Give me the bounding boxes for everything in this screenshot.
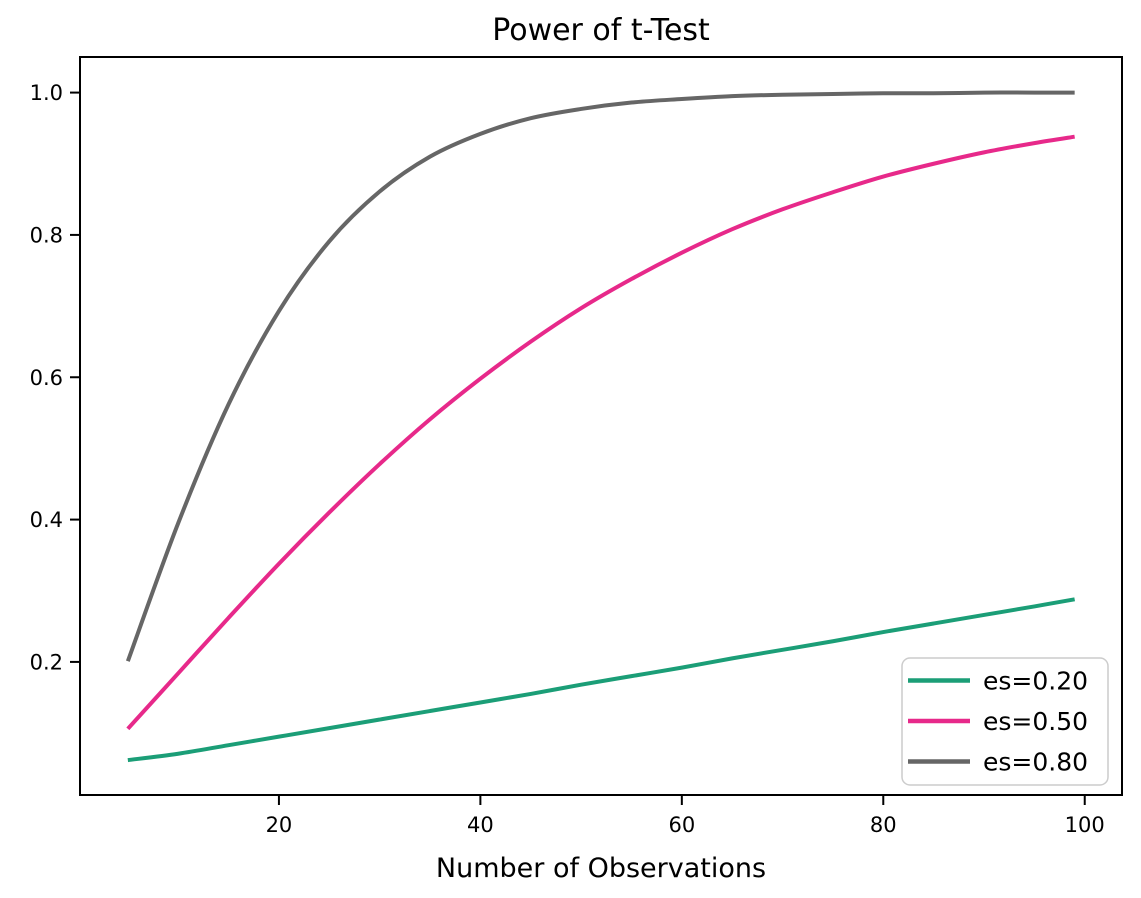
y-tick-label: 1.0	[30, 81, 63, 105]
x-tick-label: 20	[266, 813, 293, 837]
x-tick-label: 60	[668, 813, 695, 837]
y-tick-label: 0.6	[30, 366, 63, 390]
series-lines	[125, 90, 1076, 763]
legend-box	[901, 657, 1109, 786]
axes-spines	[79, 56, 1123, 796]
legend-label: es=0.80	[983, 748, 1088, 777]
x-tick-label: 80	[870, 813, 897, 837]
x-tick-label: 100	[1065, 813, 1105, 837]
x-tick-label: 40	[467, 813, 494, 837]
axes-ticks: 20 40 60 80 100 0.2 0.4 0.6 0.8 1.0	[30, 81, 1105, 837]
y-tick-label: 0.4	[30, 508, 63, 532]
x-axis-label: Number of Observations	[436, 853, 766, 884]
series-line-es-0.20	[127, 597, 1076, 763]
y-tick-label: 0.2	[30, 650, 63, 674]
legend: es=0.20 es=0.50 es=0.80	[901, 657, 1109, 786]
series-line-es-0.80	[125, 90, 1075, 662]
legend-label: es=0.20	[983, 667, 1088, 696]
legend-label: es=0.50	[983, 707, 1088, 736]
series-line-es-0.50	[126, 134, 1075, 731]
chart-title: Power of t-Test	[492, 13, 710, 48]
y-tick-label: 0.8	[30, 223, 63, 247]
